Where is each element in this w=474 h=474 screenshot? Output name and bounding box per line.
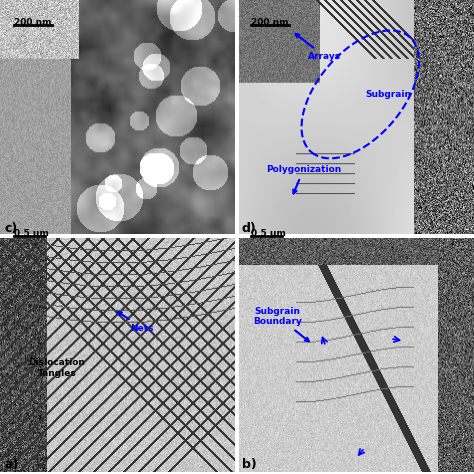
Text: b): b)	[242, 458, 256, 471]
Text: 0.5 μm: 0.5 μm	[251, 229, 286, 238]
Text: Arrays: Arrays	[295, 34, 341, 61]
Text: Subgrain
Boundary: Subgrain Boundary	[253, 307, 309, 341]
Text: Subgrain: Subgrain	[365, 90, 412, 99]
Text: d): d)	[242, 222, 256, 235]
Text: c): c)	[5, 222, 18, 235]
Text: 200 nm: 200 nm	[14, 18, 52, 27]
Text: Dislocation
Tangles: Dislocation Tangles	[28, 358, 85, 378]
Text: 0.5 μm: 0.5 μm	[14, 229, 49, 238]
Text: a): a)	[5, 458, 19, 471]
Text: Polygonization: Polygonization	[266, 165, 341, 193]
Text: 200 nm: 200 nm	[251, 18, 289, 27]
Text: Nets: Nets	[118, 312, 154, 332]
